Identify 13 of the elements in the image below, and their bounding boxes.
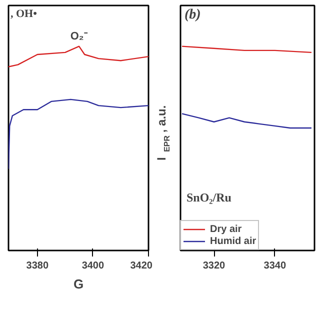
x-tick-label: 3400	[82, 260, 105, 272]
legend-label: Humid air	[210, 235, 256, 247]
annotation: O₂⁻	[70, 30, 88, 42]
x-tick-label: 3320	[202, 260, 226, 272]
legend-label: Dry air	[210, 223, 242, 235]
x-tick-label: 3340	[264, 260, 286, 272]
x-tick-label: 3420	[130, 260, 153, 272]
annotation: SnO₂/Ru	[186, 190, 232, 204]
x-tick-label: 3380	[26, 260, 49, 272]
text: , OH•	[10, 8, 38, 20]
chart-title: (b)	[184, 8, 201, 23]
x-axis-title: G	[73, 276, 84, 292]
y-axis-title: IEPR, a.u.	[154, 105, 172, 160]
